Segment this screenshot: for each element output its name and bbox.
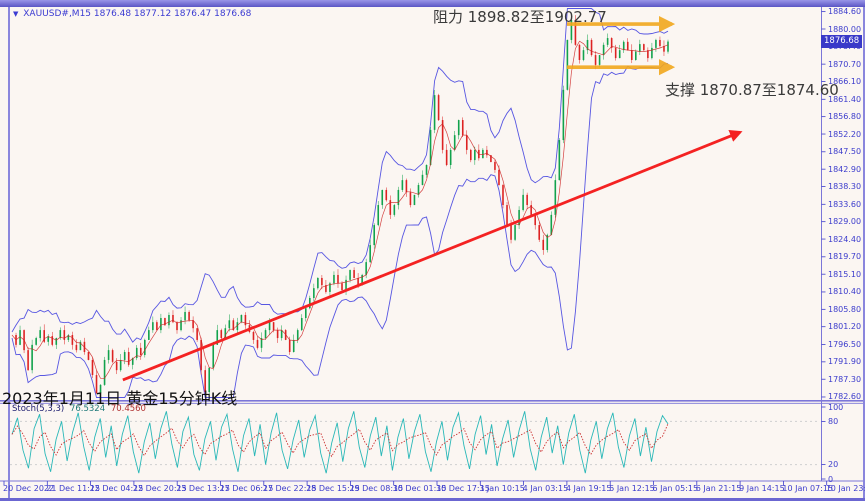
time-axis-label: 27 Dec 22:15 <box>262 484 317 493</box>
price-axis-label: 1875.40 <box>828 41 862 51</box>
indicator-axis-label: 100 <box>828 402 844 412</box>
price-axis-label: 1829.00 <box>828 217 862 227</box>
price-axis-label: 1824.40 <box>828 234 862 244</box>
chart-caption: 2023年1月11日 黄金15分钟K线 <box>2 389 238 408</box>
window-bottom-border <box>0 498 865 501</box>
price-axis-label: 1787.30 <box>828 374 862 384</box>
indicator-value-main: 76.5324 <box>69 404 106 414</box>
indicator-value-signal: 70.4560 <box>110 404 146 414</box>
time-axis-label: 10 Jan 23:15 <box>825 484 865 493</box>
price-axis-label: 1819.70 <box>828 252 862 262</box>
price-axis-label: 1856.80 <box>828 112 862 122</box>
time-axis-label: 10 Jan 07:15 <box>782 484 834 493</box>
stoch-main-line <box>11 411 669 474</box>
indicator-axis-label: 0 <box>828 474 834 484</box>
price-axis-label: 1791.90 <box>828 357 862 367</box>
price-axis-label: 1796.50 <box>828 339 862 349</box>
price-axis-label: 1838.30 <box>828 182 862 192</box>
time-axis-label: 22 Dec 04:15 <box>89 484 144 493</box>
time-axis-label: 22 Dec 20:15 <box>132 484 187 493</box>
price-axis-label: 1815.10 <box>828 269 862 279</box>
indicator-label: Stoch(5,3,3) 76.5324 70.4560 <box>12 404 146 414</box>
time-axis-label: 6 Jan 21:15 <box>695 484 742 493</box>
time-axis-label: 29 Dec 08:15 <box>349 484 404 493</box>
price-axis-label: 1782.60 <box>828 392 862 402</box>
ma-line <box>11 40 669 379</box>
trend-arrow[interactable] <box>122 130 743 382</box>
time-axis-label: 21 Dec 11:15 <box>46 484 101 493</box>
resistance-range-arrows[interactable] <box>566 15 676 76</box>
indicator-axis-label: 20 <box>828 460 839 470</box>
price-axis-label: 1801.20 <box>828 322 862 332</box>
price-axis-label: 1861.40 <box>828 94 862 104</box>
stoch-signal-line <box>11 423 669 458</box>
symbol-name: XAUUSD#,M15 <box>23 9 92 19</box>
time-axis-label: 3 Jan 10:15 <box>479 484 525 493</box>
time-axis-label: 30 Dec 01:15 <box>392 484 447 493</box>
window-right-border <box>863 7 865 498</box>
symbol-info: ▼ XAUUSD#,M15 1876.48 1877.12 1876.47 18… <box>13 9 251 19</box>
time-axis-label: 28 Dec 15:15 <box>306 484 360 493</box>
time-axis-label: 4 Jan 03:15 <box>522 484 569 493</box>
price-axis-label: 1880.00 <box>828 24 862 34</box>
chevron-down-icon[interactable]: ▼ <box>13 10 19 18</box>
symbol-ohlc: 1876.48 1877.12 1876.47 1876.68 <box>93 9 252 19</box>
window-left-border <box>8 7 10 498</box>
price-axis-label: 1866.10 <box>828 77 862 86</box>
price-axis-label: 1847.50 <box>828 147 862 157</box>
time-axis-label: 27 Dec 06:15 <box>219 484 274 493</box>
indicator-name: Stoch(5,3,3) <box>12 404 65 414</box>
time-axis-label: 9 Jan 14:15 <box>739 484 785 493</box>
price-axis-label: 1842.90 <box>828 164 862 174</box>
candles <box>15 15 669 397</box>
time-axis-label: 4 Jan 19:15 <box>565 484 612 493</box>
axis-frame <box>0 7 865 485</box>
time-axis-label: 30 Dec 17:15 <box>436 484 490 493</box>
price-axis-label: 1870.70 <box>828 59 862 69</box>
price-axis-label: 1833.60 <box>828 199 862 209</box>
time-axis-label: 5 Jan 12:15 <box>609 484 655 493</box>
window-top-border <box>0 0 865 7</box>
time-axis-label: 20 Dec 2022 <box>3 484 55 493</box>
price-axis-label: 1805.80 <box>828 304 862 314</box>
price-axis-label: 1884.60 <box>828 7 862 17</box>
bollinger-bands <box>11 8 669 398</box>
indicator-axis-label: 80 <box>828 416 839 426</box>
current-price-badge: 1876.68 <box>821 35 862 49</box>
stoch-levels <box>10 420 820 466</box>
time-axis-label: 6 Jan 05:15 <box>652 484 699 493</box>
support-annotation: 支撑 1870.87至1874.60 <box>665 81 839 99</box>
resistance-annotation: 阻力 1898.82至1902.77 <box>433 8 607 26</box>
price-axis-label: 1852.20 <box>828 129 862 139</box>
price-axis-label: 1810.40 <box>828 287 862 297</box>
time-axis-label: 23 Dec 13:15 <box>176 484 230 493</box>
